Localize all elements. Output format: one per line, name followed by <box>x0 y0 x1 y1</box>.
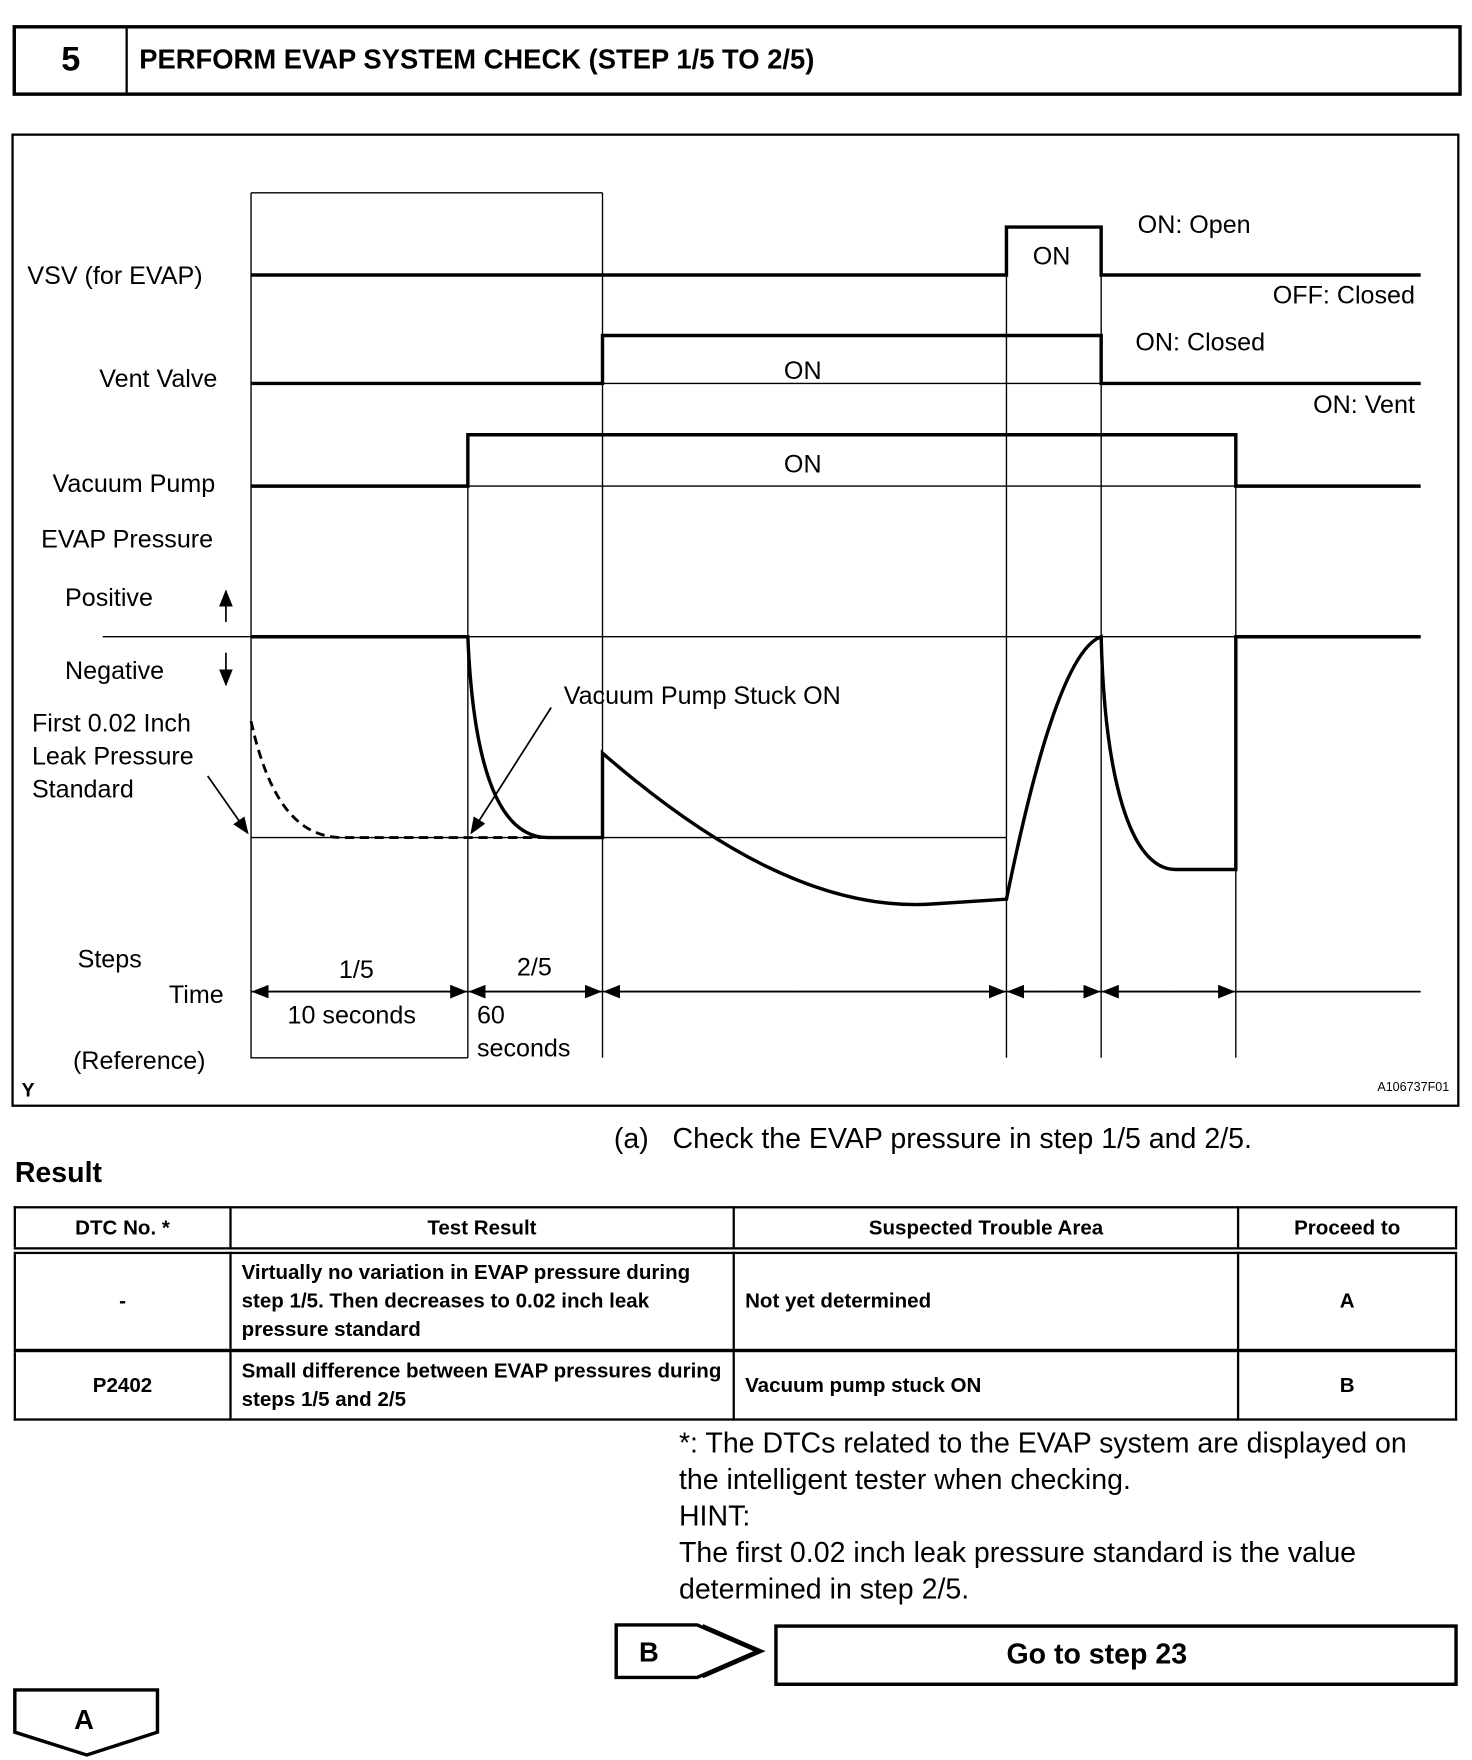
vent-valve-trace <box>251 333 1421 386</box>
hint-label: HINT: <box>678 1500 751 1533</box>
label-standard-1: First 0.02 Inch <box>32 709 191 737</box>
a-label: A <box>74 1704 94 1735</box>
cell-trouble-area: Not yet determined <box>732 1249 1240 1352</box>
evap-pressure-trace <box>251 634 1421 907</box>
off-closed-label: OFF: Closed <box>1273 282 1415 310</box>
vacuum-pump-trace <box>251 433 1421 488</box>
time-2b-label: seconds <box>477 1035 570 1063</box>
label-vacuum-pump: Vacuum Pump <box>52 470 215 498</box>
stuck-on-annotation: Vacuum Pump Stuck ON <box>564 682 841 710</box>
pump-on-label: ON <box>784 450 822 478</box>
on-vent-label: ON: Vent <box>1313 391 1415 419</box>
time-label: Time <box>169 981 224 1009</box>
go-to-step-button[interactable]: Go to step 23 <box>1006 1639 1187 1671</box>
step-number: 5 <box>16 28 128 93</box>
label-standard-3: Standard <box>32 776 134 804</box>
instruction: (a) Check the EVAP pressure in step 1/5 … <box>613 1122 1252 1155</box>
col-test-result: Test Result <box>229 1206 735 1252</box>
cell-proceed: A <box>1237 1249 1458 1352</box>
label-negative: Negative <box>65 657 164 685</box>
on-open-label: ON: Open <box>1138 211 1251 239</box>
label-vsv: VSV (for EVAP) <box>27 262 202 290</box>
time-2a-label: 60 <box>477 1002 505 1030</box>
arrows <box>206 589 1421 999</box>
label-evap-pressure: EVAP Pressure <box>41 526 213 554</box>
thin-guides <box>102 192 1421 1059</box>
step-1-label: 1/5 <box>339 956 374 984</box>
step-title: PERFORM EVAP SYSTEM CHECK (STEP 1/5 TO 2… <box>139 44 815 76</box>
cell-dtc: - <box>13 1249 232 1352</box>
notes: *: The DTCs related to the EVAP system a… <box>679 1425 1444 1608</box>
figure-id: A106737F01 <box>1377 1080 1449 1094</box>
table-row: - Virtually no variation in EVAP pressur… <box>13 1249 1458 1352</box>
label-standard-2: Leak Pressure <box>32 743 194 771</box>
col-dtc: DTC No. * <box>13 1206 232 1252</box>
reference-label: (Reference) <box>73 1047 206 1075</box>
vent-on-label: ON <box>784 357 822 385</box>
steps-label: Steps <box>78 946 142 974</box>
cell-trouble-area: Vacuum pump stuck ON <box>732 1349 1240 1421</box>
on-closed-label: ON: Closed <box>1135 328 1265 356</box>
footnote: *: The DTCs related to the EVAP system a… <box>678 1427 1407 1496</box>
result-heading: Result <box>14 1157 103 1190</box>
time-1-label: 10 seconds <box>288 1002 416 1030</box>
corner-mark: Y <box>22 1080 35 1102</box>
timing-diagram: VSV (for EVAP) Vent Valve Vacuum Pump EV… <box>11 133 1460 1107</box>
table-row: P2402 Small difference between EVAP pres… <box>13 1349 1458 1421</box>
proceed-a[interactable]: A <box>11 1687 165 1760</box>
cell-dtc: P2402 <box>13 1349 232 1421</box>
step-header: 5 PERFORM EVAP SYSTEM CHECK (STEP 1/5 TO… <box>12 25 1462 96</box>
cell-proceed: B <box>1237 1349 1458 1421</box>
label-positive: Positive <box>65 584 153 612</box>
signal-traces <box>251 225 1421 907</box>
expected-pressure-dashed <box>249 720 548 839</box>
b-label: B <box>639 1636 659 1667</box>
col-proceed: Proceed to <box>1237 1206 1458 1252</box>
proceed-b[interactable]: B Go to step 23 <box>612 1620 1462 1691</box>
vsv-trace <box>251 225 1421 277</box>
result-table: DTC No. * Test Result Suspected Trouble … <box>13 1206 1458 1421</box>
hint-text: The first 0.02 inch leak pressure standa… <box>678 1537 1357 1606</box>
vsv-on-label: ON <box>1033 243 1071 271</box>
cell-test-result: Virtually no variation in EVAP pressure … <box>229 1249 735 1352</box>
label-vent-valve: Vent Valve <box>99 365 217 393</box>
step-2-label: 2/5 <box>517 954 552 982</box>
diagram-frame <box>11 133 1460 1107</box>
col-trouble-area: Suspected Trouble Area <box>732 1206 1240 1252</box>
cell-test-result: Small difference between EVAP pressures … <box>229 1349 735 1421</box>
